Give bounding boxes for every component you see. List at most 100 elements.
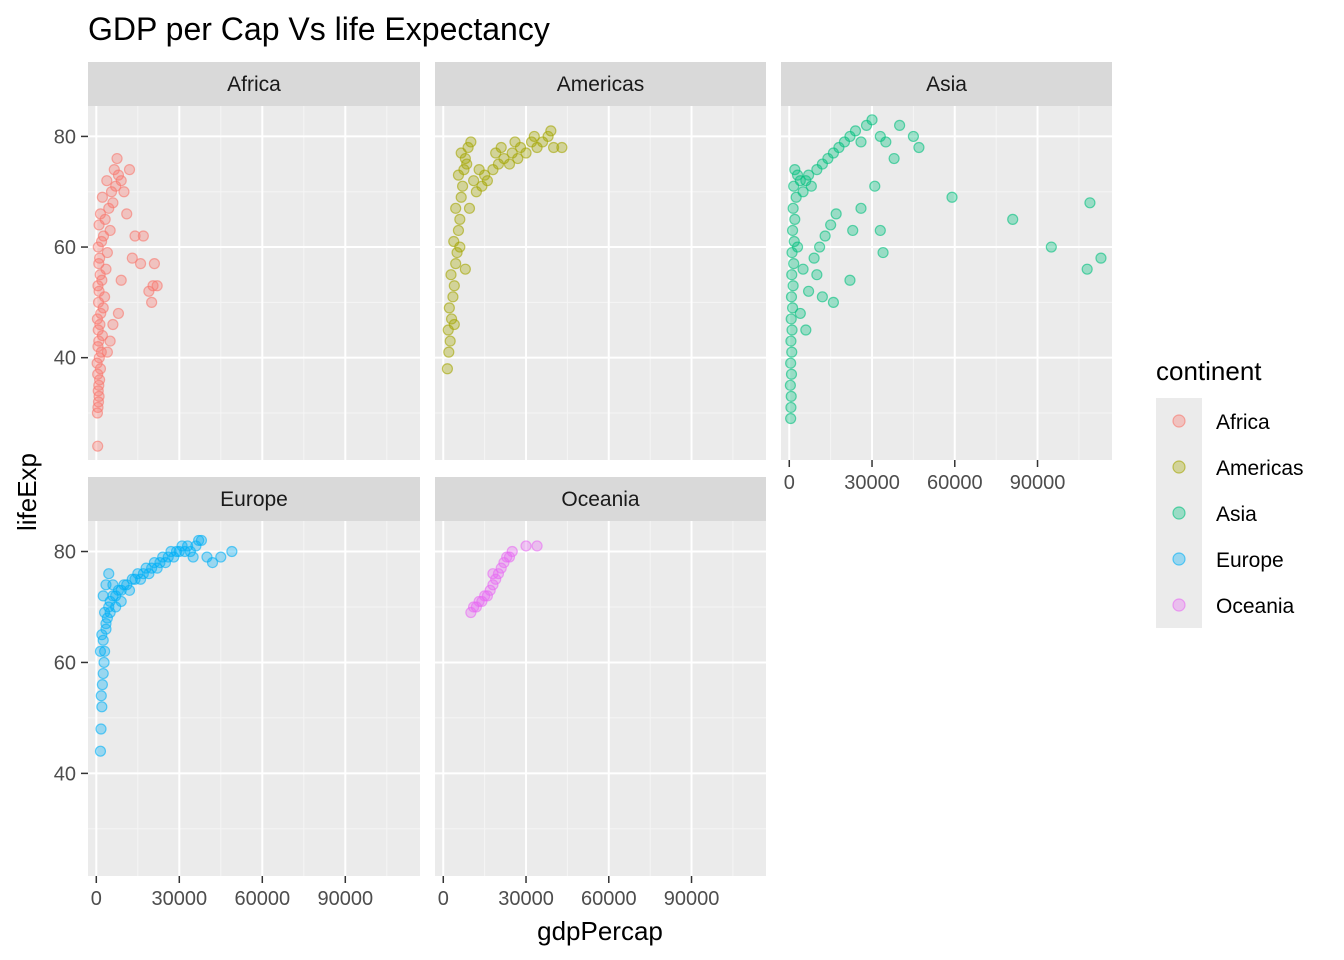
data-point-europe — [193, 534, 205, 547]
data-point-europe — [95, 723, 107, 735]
facet-americas: Americas — [435, 62, 766, 460]
data-point-asia — [816, 291, 828, 303]
facet-strip-label: Europe — [220, 488, 288, 511]
x-tick-label: 0 — [784, 472, 795, 494]
data-point-africa — [126, 252, 138, 264]
data-point-asia — [788, 258, 800, 270]
chart-title: GDP per Cap Vs life Expectancy — [88, 11, 550, 47]
data-point-oceania — [506, 545, 518, 558]
facet-oceania: Oceania 0 30000 60000 90000 — [435, 477, 766, 910]
data-point-americas — [462, 141, 474, 154]
facet-strip-label: Africa — [227, 73, 281, 96]
data-point-americas — [443, 346, 455, 358]
data-point-americas — [444, 335, 456, 347]
data-point-oceania — [487, 568, 499, 580]
x-tick-label: 30000 — [498, 888, 554, 910]
data-point-europe — [96, 701, 108, 713]
data-point-americas — [461, 158, 473, 170]
data-point-africa — [92, 440, 104, 452]
data-point-europe — [94, 645, 107, 657]
data-point-europe — [115, 595, 127, 608]
panel-background — [88, 521, 420, 876]
data-point-asia — [874, 224, 886, 237]
data-point-africa — [151, 280, 163, 292]
data-point-europe — [98, 656, 110, 669]
data-point-americas — [447, 291, 459, 303]
data-point-asia — [785, 368, 798, 380]
data-point-africa — [93, 335, 105, 347]
data-point-asia — [1095, 252, 1107, 264]
data-point-americas — [452, 224, 465, 237]
data-point-americas — [495, 141, 507, 154]
data-point-europe — [94, 745, 107, 757]
data-point-africa — [101, 246, 113, 259]
data-point-americas — [448, 280, 460, 292]
data-point-africa — [111, 152, 123, 165]
legend-key-asia — [1172, 506, 1186, 520]
data-point-asia — [791, 241, 804, 253]
x-tick-label: 60000 — [581, 888, 637, 910]
data-point-americas — [455, 191, 467, 203]
data-point-asia — [844, 274, 856, 286]
data-point-americas — [441, 363, 454, 375]
data-point-americas — [443, 302, 455, 314]
data-point-oceania — [503, 551, 516, 563]
facet-strip — [435, 62, 766, 106]
data-point-asia — [805, 180, 817, 192]
data-point-asia — [797, 263, 809, 275]
data-point-asia — [800, 324, 812, 336]
data-point-americas — [512, 152, 524, 165]
data-point-africa — [134, 258, 147, 270]
data-point-oceania — [481, 590, 494, 602]
data-point-africa — [115, 274, 127, 286]
legend-key-americas — [1172, 460, 1186, 474]
data-point-asia — [802, 169, 815, 181]
data-point-asia — [894, 119, 906, 131]
data-point-asia — [787, 202, 799, 214]
data-point-asia — [827, 296, 840, 308]
data-point-asia — [847, 224, 859, 237]
legend-key-oceania — [1172, 598, 1186, 612]
data-point-asia — [1007, 213, 1019, 225]
data-point-africa — [112, 307, 125, 320]
x-tick-label: 90000 — [1010, 472, 1066, 494]
legend-items: Africa Americas Asia Europe Oceania — [1156, 398, 1304, 628]
data-point-oceania — [487, 579, 499, 591]
facet-africa: Africa 40 60 80 — [54, 62, 420, 460]
data-point-africa — [107, 197, 119, 209]
x-tick-label: 0 — [438, 888, 449, 910]
data-point-americas — [451, 246, 463, 259]
data-point-africa — [118, 186, 130, 198]
x-tick-label: 90000 — [664, 888, 720, 910]
data-point-asia — [808, 252, 820, 264]
data-point-asia — [785, 401, 797, 414]
data-point-asia — [913, 141, 925, 154]
data-point-europe — [95, 690, 107, 702]
data-point-asia — [785, 390, 797, 402]
data-point-americas — [481, 175, 494, 187]
data-point-africa — [107, 318, 119, 331]
data-point-americas — [450, 258, 462, 270]
data-point-asia — [825, 219, 837, 231]
legend-title: continent — [1156, 356, 1262, 386]
data-point-africa — [92, 368, 104, 380]
data-point-asia — [849, 125, 862, 137]
data-point-europe — [195, 534, 208, 547]
data-point-africa — [101, 175, 113, 187]
data-point-asia — [1081, 263, 1093, 275]
facet-strip — [435, 477, 766, 521]
data-point-asia — [787, 280, 799, 292]
data-point-africa — [96, 191, 108, 203]
data-point-asia — [785, 313, 797, 325]
legend-key-background — [1156, 398, 1202, 628]
data-point-europe — [206, 557, 219, 569]
data-point-asia — [830, 208, 842, 220]
data-point-europe — [226, 545, 238, 558]
data-point-americas — [465, 136, 477, 148]
data-point-europe — [100, 618, 112, 630]
legend: continent Africa Americas Asia Europe Oceani… — [1156, 356, 1304, 628]
data-point-africa — [95, 307, 107, 320]
facet-europe: Europe 40 60 80 0 30000 60000 90000 — [54, 477, 420, 910]
data-point-europe — [215, 551, 227, 563]
